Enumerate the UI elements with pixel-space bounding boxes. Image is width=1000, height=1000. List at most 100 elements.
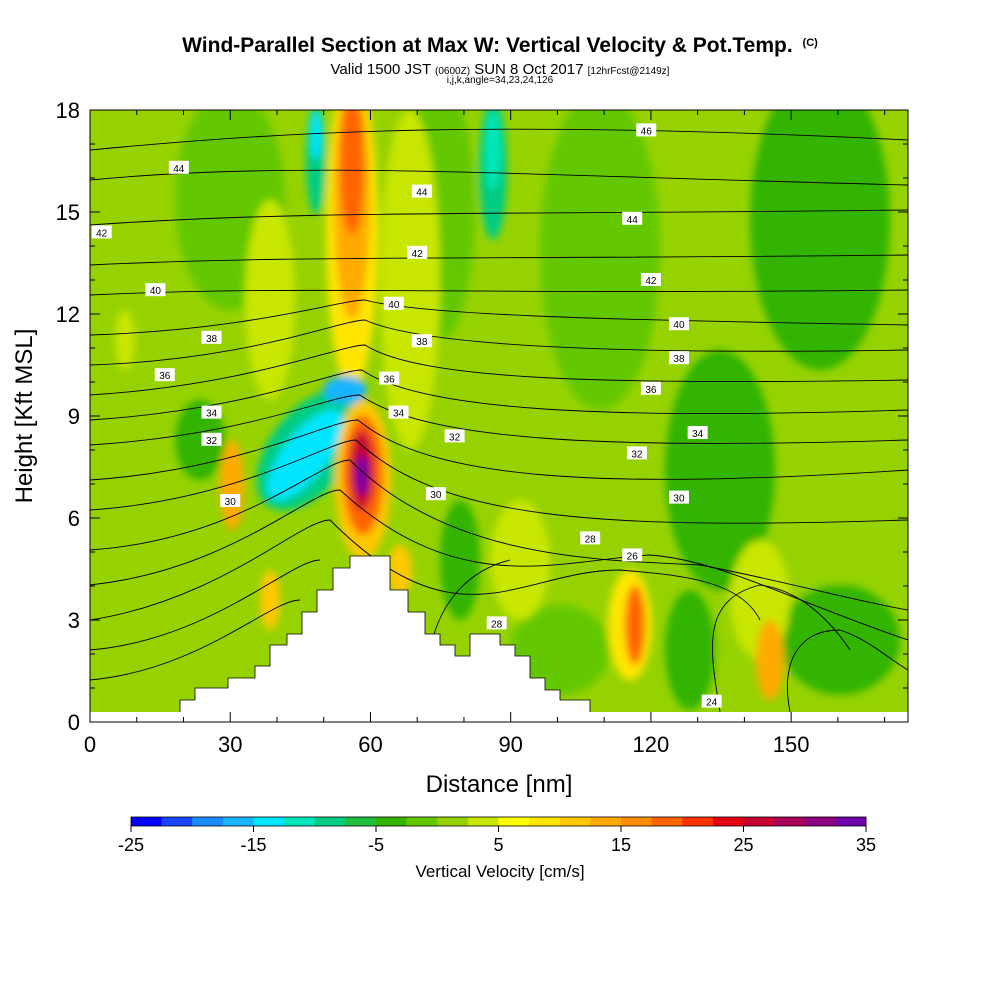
contour-label-text: 30: [673, 494, 685, 505]
field-blob: [625, 585, 645, 665]
contour-label: 38: [411, 334, 432, 348]
contour-line: [90, 489, 908, 641]
contour-label: 38: [668, 351, 689, 365]
field-blob: [115, 310, 135, 370]
contour-label-bg: [383, 296, 404, 310]
colorbar-swatch: [314, 817, 346, 826]
colorbar-swatch: [529, 817, 561, 826]
contour-label-bg: [388, 405, 409, 419]
chart-subtitle: Valid 1500 JST (0600Z) SUN 8 Oct 2017 [1…: [0, 61, 1000, 78]
contour-line: [90, 209, 908, 226]
field-blob: [540, 110, 660, 410]
contour-label-text: 36: [645, 385, 657, 396]
colorbar-swatch: [467, 817, 499, 826]
chart-title-text: Wind-Parallel Section at Max W: Vertical…: [182, 34, 793, 57]
field-blob: [245, 200, 295, 400]
field-blob: [750, 110, 890, 370]
contour-label: 36: [640, 381, 661, 396]
contour-label-bg: [668, 490, 689, 504]
contour-label: 30: [220, 494, 241, 508]
field-blob: [310, 110, 322, 160]
contour-label-text: 26: [627, 551, 639, 562]
x-tick-label: 60: [358, 732, 382, 757]
contour-label-text: 38: [416, 337, 428, 348]
colorbar-tick-label: 15: [611, 835, 631, 855]
contour-label-bg: [154, 368, 175, 382]
contour-label: 34: [388, 405, 409, 420]
field-blob: [756, 620, 784, 700]
contour-label-bg: [622, 211, 643, 225]
colorbar-swatch: [345, 817, 377, 826]
field-blob: [665, 350, 775, 590]
contour-label-text: 28: [585, 534, 597, 545]
contour-label-text: 36: [384, 375, 396, 386]
colorbar-swatch: [712, 817, 744, 826]
field-blob: [266, 409, 344, 501]
x-axis-label: Distance [nm]: [426, 771, 573, 798]
velocity-field: 42 44 40 38 36 34 32 30 44 42 40 38 36 34 32 30 28 28 26 46…: [90, 110, 908, 722]
contour-label: 38: [201, 330, 222, 345]
x-tick-label: 90: [498, 732, 522, 757]
colorbar-swatch: [774, 817, 806, 826]
contour-label: 28: [580, 531, 601, 545]
contour-line: [712, 584, 851, 713]
contour-label-text: 42: [96, 228, 108, 239]
contour-line: [90, 599, 301, 681]
contour-label-bg: [201, 405, 222, 419]
field-blob: [340, 110, 364, 235]
contour-label-text: 30: [430, 490, 442, 501]
contour-label: 46: [636, 123, 657, 137]
colorbar-tick-label: -15: [240, 835, 266, 855]
contour-label: 26: [622, 548, 643, 562]
colorbar-tick-label: 25: [733, 835, 753, 855]
field-blob: [175, 400, 225, 480]
contour-line: [90, 289, 908, 296]
contour-label-bg: [91, 225, 112, 239]
terrain-base: [90, 712, 908, 722]
colorbar-tick-label: -25: [118, 835, 144, 855]
forecast-note: [12hrFcst@2149z]: [587, 66, 670, 77]
contour-label-text: 34: [692, 429, 704, 440]
contour-label: 36: [154, 368, 175, 382]
contour-label-bg: [425, 487, 446, 501]
contour-label-bg: [687, 426, 708, 439]
contour-label: 34: [201, 405, 222, 420]
contour-label: 40: [668, 317, 689, 331]
terrain: [179, 555, 591, 722]
contour-label-bg: [626, 446, 647, 460]
colorbar-tick-label: 35: [856, 835, 876, 855]
contour-label: 42: [640, 273, 661, 287]
y-tick-label: 3: [68, 608, 80, 633]
colorbar-swatch: [376, 817, 408, 826]
contour-label-bg: [407, 245, 428, 259]
x-tick-label: 30: [218, 732, 242, 757]
contour-label-bg: [201, 330, 222, 344]
contour-line: [90, 419, 908, 481]
x-tick-label: 120: [633, 732, 670, 757]
contour-label-bg: [580, 531, 601, 545]
contour-label-bg: [411, 184, 432, 198]
contour-label-bg: [622, 548, 643, 562]
y-tick-label: 9: [68, 404, 80, 429]
contour-label-text: 42: [412, 249, 424, 260]
colorbar-swatch: [590, 817, 622, 826]
contour-labels: 42 44 40 38 36 34 32 30 44 42 40 38 36 34 32 30 28 28 26 46…: [91, 123, 722, 709]
contour-label-text: 44: [173, 164, 185, 175]
colorbar-swatch: [621, 817, 653, 826]
field-blob: [220, 440, 244, 530]
contour-label-bg: [668, 317, 689, 331]
field-blob: [356, 455, 368, 495]
y-tick-label: 0: [68, 710, 80, 735]
y-tick-label: 18: [56, 98, 80, 123]
colorbar-swatch: [253, 817, 285, 826]
contour-label-bg: [701, 694, 722, 708]
colorbar-swatch: [161, 817, 193, 826]
contour-label-text: 28: [491, 619, 503, 630]
contour-line: [90, 254, 908, 266]
contour-label-bg: [668, 351, 689, 365]
contour-label: 30: [425, 487, 446, 501]
y-tick-label: 15: [56, 200, 80, 225]
contour-label-bg: [379, 371, 400, 385]
